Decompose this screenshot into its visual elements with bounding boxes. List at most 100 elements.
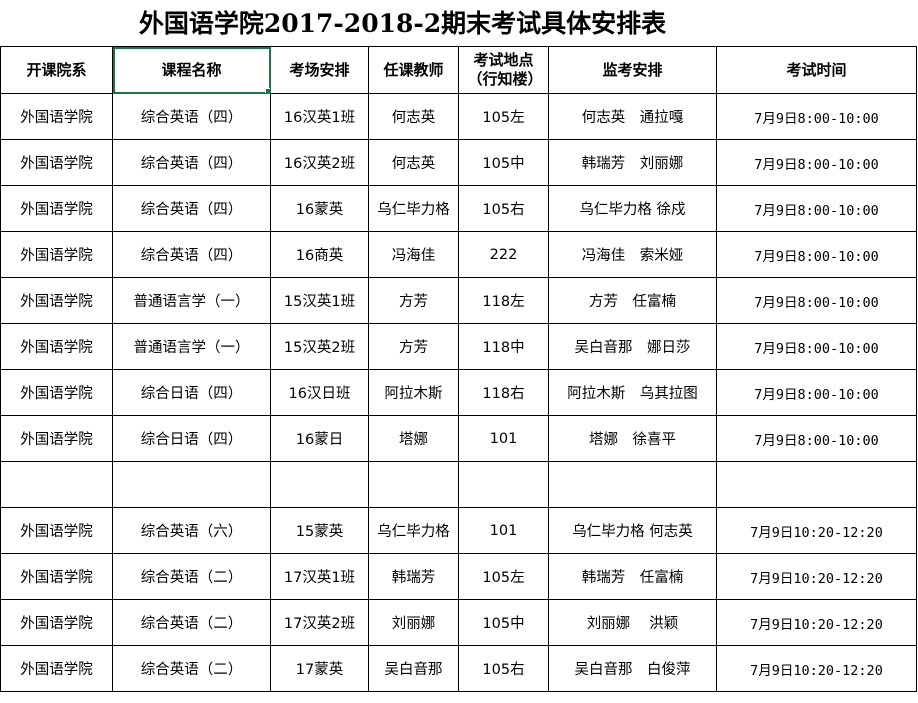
cell-time[interactable]: 7月9日8:00-10:00 [716,139,917,186]
header-department[interactable]: 开课院系 [0,46,113,94]
cell-course[interactable]: 综合日语（四） [112,415,271,462]
cell-time[interactable]: 7月9日8:00-10:00 [716,415,917,462]
cell-teacher[interactable]: 何志英 [368,139,459,186]
cell-room[interactable]: 16汉英2班 [270,139,369,186]
cell-time[interactable]: 7月9日10:20-12:20 [716,553,917,600]
cell-teacher[interactable]: 冯海佳 [368,231,459,278]
cell-teacher[interactable]: 方芳 [368,277,459,324]
cell-department[interactable]: 外国语学院 [0,507,113,554]
cell-room[interactable]: 17汉英1班 [270,553,369,600]
cell-proctors[interactable]: 吴白音那 白俊萍 [548,645,717,692]
cell-room[interactable]: 15汉英1班 [270,277,369,324]
cell-location[interactable]: 118中 [458,323,549,370]
cell-teacher[interactable]: 乌仁毕力格 [368,507,459,554]
cell-teacher[interactable]: 方芳 [368,323,459,370]
cell-proctors[interactable]: 冯海佳 索米娅 [548,231,717,278]
cell-department[interactable]: 外国语学院 [0,231,113,278]
cell-department[interactable]: 外国语学院 [0,93,113,140]
fill-handle[interactable] [265,88,270,93]
cell-location[interactable]: 105中 [458,599,549,646]
cell-room[interactable]: 16商英 [270,231,369,278]
cell-proctors[interactable]: 刘丽娜 洪颖 [548,599,717,646]
cell-department[interactable]: 外国语学院 [0,185,113,232]
cell-location[interactable]: 222 [458,231,549,278]
cell-time[interactable]: 7月9日10:20-12:20 [716,507,917,554]
cell-department[interactable]: 外国语学院 [0,369,113,416]
cell-time[interactable]: 7月9日8:00-10:00 [716,93,917,140]
cell-course[interactable]: 综合英语（二） [112,645,271,692]
cell-course[interactable]: 综合英语（六） [112,507,271,554]
header-proctors[interactable]: 监考安排 [548,46,717,94]
cell-course[interactable]: 综合英语（四） [112,93,271,140]
cell-time[interactable]: 7月9日8:00-10:00 [716,185,917,232]
cell-time[interactable]: 7月9日10:20-12:20 [716,645,917,692]
cell-course[interactable]: 综合英语（二） [112,599,271,646]
cell-time[interactable]: 7月9日8:00-10:00 [716,277,917,324]
cell-location[interactable]: 118左 [458,277,549,324]
cell-location[interactable]: 105左 [458,93,549,140]
cell-teacher[interactable]: 阿拉木斯 [368,369,459,416]
cell-department[interactable]: 外国语学院 [0,415,113,462]
cell-location[interactable]: 105左 [458,553,549,600]
cell-time[interactable]: 7月9日8:00-10:00 [716,231,917,278]
cell-proctors[interactable]: 塔娜 徐喜平 [548,415,717,462]
header-room[interactable]: 考场安排 [270,46,369,94]
cell-department[interactable]: 外国语学院 [0,277,113,324]
cell-course[interactable]: 综合英语（四） [112,185,271,232]
cell-department[interactable]: 外国语学院 [0,139,113,186]
cell-teacher[interactable]: 吴白音那 [368,645,459,692]
cell-teacher[interactable]: 乌仁毕力格 [368,185,459,232]
cell-department[interactable]: 外国语学院 [0,553,113,600]
cell-location[interactable]: 105中 [458,139,549,186]
header-location[interactable]: 考试地点（行知楼） [458,46,549,94]
cell-time[interactable]: 7月9日10:20-12:20 [716,599,917,646]
cell-room[interactable]: 16汉日班 [270,369,369,416]
cell-course[interactable]: 普通语言学（一） [112,323,271,370]
cell-room[interactable]: 15汉英2班 [270,323,369,370]
cell-room[interactable]: 15蒙英 [270,507,369,554]
cell-time[interactable] [716,461,917,508]
table-row: 外国语学院 普通语言学（一） 15汉英1班 方芳 118左 方芳 任富楠 7月9日8:00-… [0,277,917,324]
cell-room[interactable]: 17蒙英 [270,645,369,692]
cell-time[interactable]: 7月9日8:00-10:00 [716,369,917,416]
cell-location[interactable]: 105右 [458,185,549,232]
cell-department[interactable]: 外国语学院 [0,645,113,692]
cell-teacher[interactable]: 韩瑞芳 [368,553,459,600]
cell-room[interactable] [270,461,369,508]
cell-proctors[interactable]: 方芳 任富楠 [548,277,717,324]
cell-proctors[interactable]: 何志英 通拉嘎 [548,93,717,140]
cell-teacher[interactable]: 塔娜 [368,415,459,462]
cell-teacher[interactable]: 何志英 [368,93,459,140]
cell-location[interactable]: 101 [458,507,549,554]
cell-proctors[interactable]: 韩瑞芳 任富楠 [548,553,717,600]
cell-room[interactable]: 16蒙英 [270,185,369,232]
cell-room[interactable]: 17汉英2班 [270,599,369,646]
header-teacher[interactable]: 任课教师 [368,46,459,94]
cell-course[interactable]: 综合英语（四） [112,231,271,278]
cell-location[interactable]: 105右 [458,645,549,692]
header-course-name-selected[interactable]: 课程名称 [112,46,271,94]
cell-time[interactable]: 7月9日8:00-10:00 [716,323,917,370]
cell-course[interactable] [112,461,271,508]
cell-location[interactable] [458,461,549,508]
cell-proctors[interactable]: 吴白音那 娜日莎 [548,323,717,370]
header-time[interactable]: 考试时间 [716,46,917,94]
cell-location[interactable]: 118右 [458,369,549,416]
cell-room[interactable]: 16蒙日 [270,415,369,462]
cell-room[interactable]: 16汉英1班 [270,93,369,140]
cell-department[interactable]: 外国语学院 [0,599,113,646]
cell-teacher[interactable]: 刘丽娜 [368,599,459,646]
cell-course[interactable]: 综合英语（二） [112,553,271,600]
cell-course[interactable]: 综合英语（四） [112,139,271,186]
cell-department[interactable] [0,461,113,508]
cell-proctors[interactable]: 阿拉木斯 乌其拉图 [548,369,717,416]
cell-location[interactable]: 101 [458,415,549,462]
cell-course[interactable]: 普通语言学（一） [112,277,271,324]
cell-department[interactable]: 外国语学院 [0,323,113,370]
cell-teacher[interactable] [368,461,459,508]
cell-proctors[interactable]: 乌仁毕力格 何志英 [548,507,717,554]
cell-proctors[interactable] [548,461,717,508]
cell-proctors[interactable]: 韩瑞芳 刘丽娜 [548,139,717,186]
cell-proctors[interactable]: 乌仁毕力格 徐戍 [548,185,717,232]
cell-course[interactable]: 综合日语（四） [112,369,271,416]
